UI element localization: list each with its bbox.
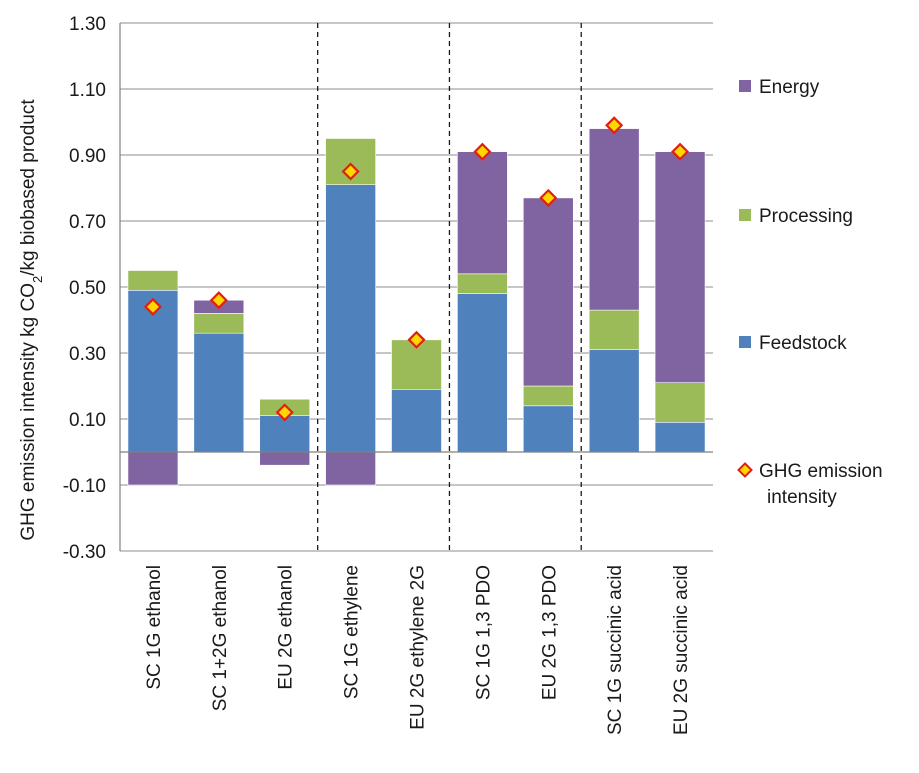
group-separators	[317, 23, 582, 551]
ghg-marker	[539, 188, 558, 207]
category-label: EU 2G ethanol	[276, 565, 297, 690]
category-label: SC 1G ethanol	[144, 565, 165, 690]
y-tick-label: -0.10	[63, 476, 106, 497]
bar-feedstock	[193, 332, 245, 453]
category-label: EU 2G 1,3 PDO	[539, 565, 560, 700]
y-tick-label: 0.70	[69, 212, 106, 233]
bar-feedstock	[522, 405, 574, 453]
bars	[127, 128, 706, 486]
ghg-marker	[275, 403, 294, 422]
ghg-marker	[143, 297, 163, 316]
legend-label: Energy	[759, 77, 820, 98]
legend-swatch	[739, 80, 751, 92]
y-tick-label: 1.10	[69, 80, 106, 101]
legend-label: Processing	[759, 206, 853, 227]
axes	[119, 23, 713, 551]
category-label: SC 1G succinic acid	[605, 565, 626, 735]
bar-feedstock	[325, 184, 376, 453]
bar-energy	[457, 151, 508, 275]
ghg-marker	[605, 116, 624, 135]
legend-label: Feedstock	[759, 333, 847, 354]
bar-processing	[127, 270, 179, 291]
category-label: SC 1G ethylene	[342, 565, 363, 699]
category-label: EU 2G succinic acid	[671, 565, 692, 735]
bar-feedstock	[391, 388, 442, 453]
legend-swatch	[739, 336, 751, 348]
ghg-marker	[670, 142, 690, 161]
ghg-markers	[143, 116, 690, 422]
y-tick-label: -0.30	[63, 542, 106, 563]
bar-processing	[588, 309, 640, 351]
legend-label: GHG emission intensity	[759, 461, 883, 508]
bar-processing	[457, 273, 508, 294]
y-tick-label: 1.30	[69, 14, 106, 35]
y-tick-label: 0.10	[69, 410, 106, 431]
ghg-marker	[209, 291, 228, 310]
bar-energy	[259, 451, 311, 466]
y-tick-label: 0.90	[69, 146, 106, 167]
category-label: EU 2G ethylene 2G	[408, 565, 429, 730]
y-axis-label: GHG emission intensity kg CO2/kg biobase…	[18, 99, 45, 541]
ghg-marker	[407, 330, 426, 349]
legend: Energy Processing Feedstock GHG emission int…	[737, 77, 883, 508]
bar-processing	[522, 385, 574, 407]
bar-energy	[588, 128, 640, 311]
legend-swatch	[739, 209, 751, 221]
bar-energy	[325, 451, 376, 486]
legend-marker	[737, 462, 753, 478]
bar-processing	[193, 313, 245, 334]
bar-energy	[654, 151, 706, 383]
bar-energy	[127, 451, 179, 486]
ghg-marker	[341, 162, 360, 181]
x-category-labels: SC 1G ethanol SC 1+2G ethanol EU 2G ethano…	[144, 565, 692, 735]
bar-feedstock	[654, 421, 706, 453]
bar-feedstock	[457, 293, 508, 453]
bar-processing	[654, 382, 706, 423]
y-tick-label: 0.30	[69, 344, 106, 365]
bar-feedstock	[588, 349, 640, 453]
ghg-marker	[473, 142, 492, 161]
y-tick-label: 0.50	[69, 278, 106, 299]
bar-energy	[522, 197, 574, 387]
y-tick-labels: 1.30 1.10 0.90 0.70 0.50 0.30 0.10 -0.10 -0.30	[63, 14, 106, 563]
category-label: SC 1+2G ethanol	[210, 565, 231, 711]
category-label: SC 1G 1,3 PDO	[473, 565, 494, 700]
